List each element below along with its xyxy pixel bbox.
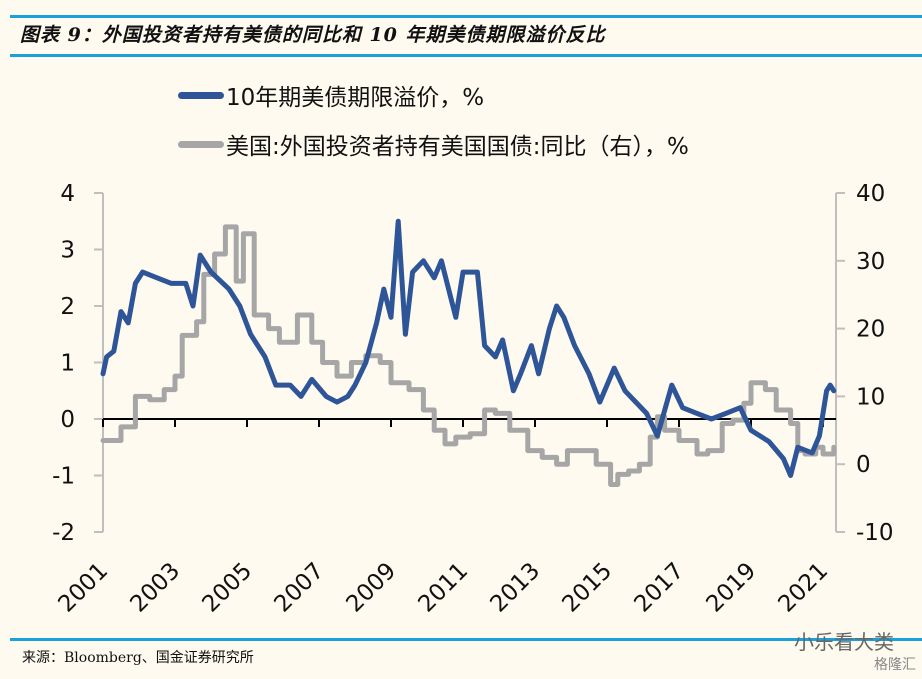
x-axis-tick-label: 2019 <box>701 558 761 618</box>
x-axis-tick-label: 2013 <box>485 558 545 618</box>
left-axis-tick-label: 2 <box>60 294 75 320</box>
x-axis-tick-label: 2009 <box>341 558 401 618</box>
left-axis-tick-label: -2 <box>52 520 75 546</box>
left-axis-tick-label: 0 <box>60 407 75 433</box>
x-axis-tick-label: 2003 <box>125 558 185 618</box>
left-axis-tick-label: 1 <box>60 351 75 377</box>
legend-label: 美国:外国投资者持有美国国债:同比（右），% <box>226 134 689 160</box>
left-axis-tick-label: 3 <box>60 238 75 264</box>
x-axis-tick-label: 2001 <box>53 558 113 618</box>
legend-item-foreign-holdings: 美国:外国投资者持有美国国债:同比（右），% <box>178 127 689 161</box>
right-axis-tick-label: 0 <box>856 452 871 478</box>
x-axis-tick-label: 2007 <box>269 558 329 618</box>
right-axis-tick-label: -10 <box>856 520 894 546</box>
title-underline <box>10 54 922 57</box>
legend-item-term-premium: 10年期美债期限溢价，% <box>178 78 484 112</box>
legend-swatch-blue <box>178 91 224 99</box>
right-axis-tick-label: 40 <box>856 181 885 207</box>
x-axis-tick-label: 2017 <box>629 558 689 618</box>
right-axis-tick-label: 10 <box>856 384 885 410</box>
left-axis-tick-label: 4 <box>60 181 75 207</box>
watermark-secondary: 格隆汇 <box>874 657 916 673</box>
x-axis-tick-label: 2015 <box>557 558 617 618</box>
x-axis-tick-label: 2021 <box>773 558 833 618</box>
right-axis-tick-label: 30 <box>856 249 885 275</box>
x-axis-tick-label: 2005 <box>197 558 257 618</box>
source-note: 来源：Bloomberg、国金证券研究所 <box>22 650 254 666</box>
legend-swatch-gray <box>178 140 224 148</box>
series-line-foreign-holdings-yoy <box>100 224 837 487</box>
footer-rule <box>10 638 922 641</box>
watermark: 小乐看大类 <box>794 630 894 654</box>
top-rule <box>10 15 922 18</box>
left-axis-tick-label: -1 <box>52 464 75 490</box>
right-axis-tick-label: 20 <box>856 317 885 343</box>
chart-title: 图表 9：外国投资者持有美债的同比和 10 年期美债期限溢价反比 <box>20 24 606 46</box>
x-axis-tick-label: 2011 <box>413 558 473 618</box>
legend-label: 10年期美债期限溢价，% <box>226 85 485 111</box>
